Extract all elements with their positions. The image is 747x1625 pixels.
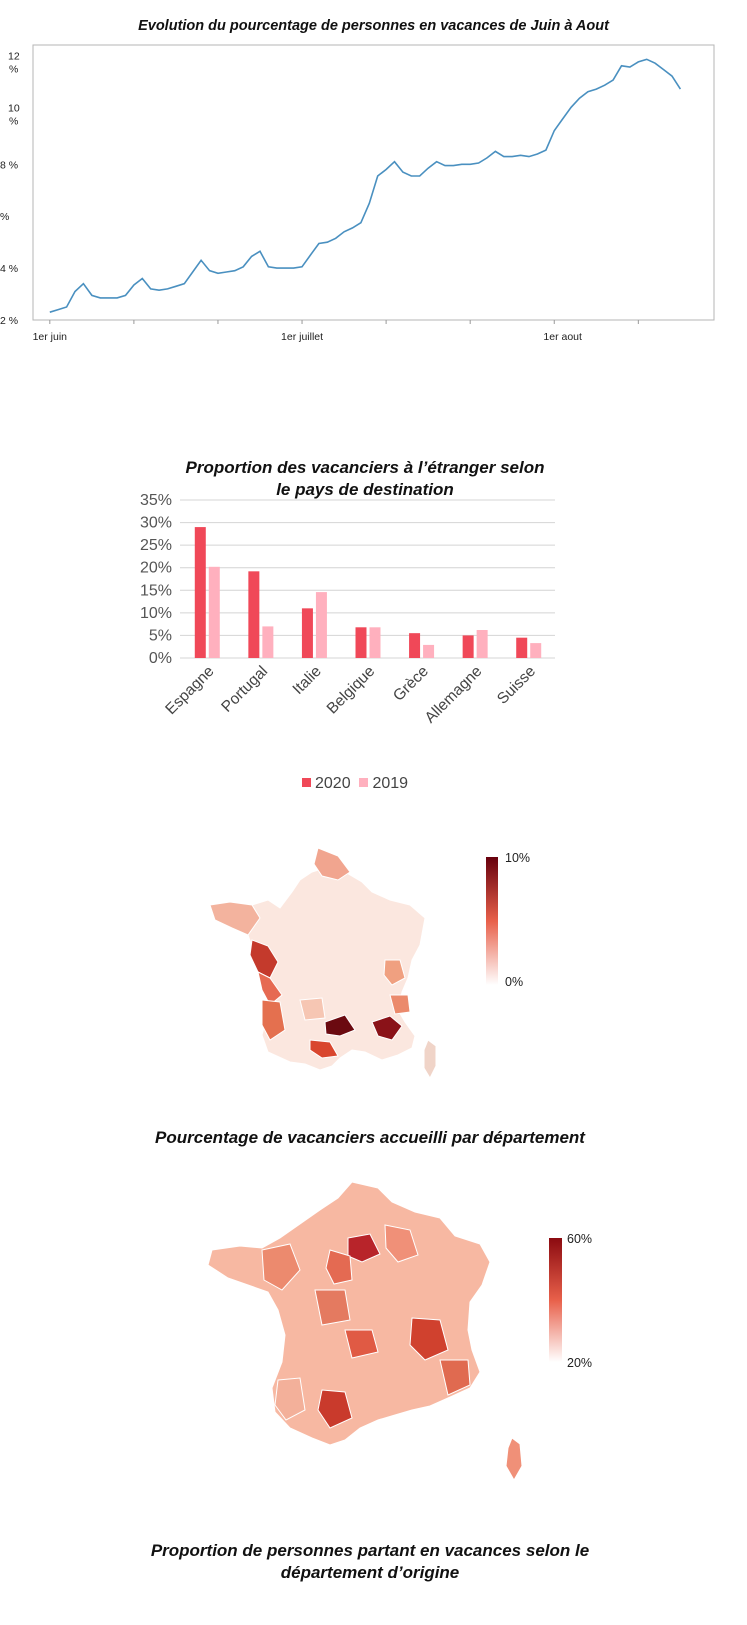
bar-y-tick-label: 35% bbox=[140, 492, 172, 509]
map1-scale-max: 10% bbox=[505, 851, 531, 865]
line-series bbox=[49, 58, 682, 313]
bar-chart-title: Proportion des vacanciers à l’étranger s… bbox=[185, 458, 545, 499]
france-outline-map1 bbox=[209, 867, 426, 1071]
region-se-map2 bbox=[439, 1359, 471, 1396]
bar-category-label: Grèce bbox=[390, 663, 432, 705]
bar-2019-grèce bbox=[423, 644, 435, 658]
region-pyrenees-map1 bbox=[309, 1039, 339, 1059]
x-tick-label: 1er aout bbox=[543, 331, 582, 343]
map2-scale-min: 20% bbox=[567, 1356, 593, 1370]
france-outline-map2 bbox=[207, 1181, 491, 1446]
map1-title: Pourcentage de vacanciers accueilli par … bbox=[155, 1128, 585, 1147]
region-idf-map2 bbox=[325, 1249, 353, 1285]
map2-title: Proportion de personnes partant en vacan… bbox=[150, 1541, 590, 1582]
region-north-map1 bbox=[313, 847, 351, 881]
bar-2020-portugal bbox=[248, 571, 260, 658]
region-paris-map2 bbox=[347, 1233, 381, 1263]
bar-category-label: Italie bbox=[290, 663, 325, 698]
bar-category-label: Suisse bbox=[494, 663, 539, 708]
bar-y-tick-label: 10% bbox=[140, 605, 172, 622]
y-tick-label: 8 % bbox=[0, 159, 18, 171]
bar-category-label: Belgique bbox=[324, 663, 379, 718]
bar-category-label: Portugal bbox=[218, 663, 271, 716]
bar-2019-portugal bbox=[262, 626, 274, 658]
legend-item-2020: 2020 bbox=[302, 775, 351, 792]
legend-label-2020: 2020 bbox=[315, 775, 351, 792]
y-tick-label: 10 bbox=[8, 102, 20, 114]
region-corsica-map1 bbox=[423, 1039, 437, 1080]
bar-chart: 0% 5% 10% 15% 20% 25% 30% 35% Espagne Portugal Ita… bbox=[140, 492, 555, 727]
y-tick-label: 2 % bbox=[0, 315, 18, 327]
bar-2019-belgique bbox=[369, 627, 381, 658]
bar-2019-espagne bbox=[208, 566, 220, 658]
bar-y-tick-label: 15% bbox=[140, 582, 172, 599]
legend-swatch-2019 bbox=[359, 778, 369, 787]
bar-category-label: Espagne bbox=[162, 663, 217, 718]
region-brittany-map1 bbox=[209, 901, 261, 936]
legend-label-2019: 2019 bbox=[372, 775, 409, 792]
bar-y-tick-label: 0% bbox=[149, 650, 172, 667]
region-loire-map2 bbox=[344, 1329, 379, 1359]
region-alps-map1 bbox=[383, 959, 406, 986]
region-rhone-map2 bbox=[409, 1317, 449, 1361]
y-tick-label: % bbox=[0, 211, 9, 223]
bar-2020-espagne bbox=[194, 527, 206, 658]
region-east-map2 bbox=[384, 1224, 419, 1263]
bar-category-label: Allemagne bbox=[422, 663, 486, 727]
bar-2019-suisse bbox=[530, 643, 542, 658]
line-chart: 12%10%8 %%4 %2 %1er juin 1er juillet 1er a… bbox=[0, 44, 715, 343]
region-atlantic-map1 bbox=[249, 939, 279, 979]
legend-swatch-2020 bbox=[302, 778, 311, 787]
y-tick-label: 4 % bbox=[0, 263, 18, 275]
line-chart-title: Evolution du pourcentage de personnes en… bbox=[138, 18, 609, 34]
region-alps2-map1 bbox=[389, 994, 411, 1015]
map2-scale-max: 60% bbox=[567, 1232, 593, 1246]
map-origin-departures bbox=[207, 1181, 523, 1482]
bar-y-tick-label: 5% bbox=[149, 627, 172, 644]
bar-2020-allemagne bbox=[462, 635, 474, 658]
x-tick-label: 1er juillet bbox=[281, 331, 323, 343]
map-received-vacationers bbox=[209, 847, 437, 1080]
bar-2019-allemagne bbox=[476, 630, 488, 658]
map1-color-scale bbox=[486, 857, 498, 985]
map2-color-scale bbox=[549, 1238, 562, 1362]
bar-2020-italie bbox=[301, 608, 313, 658]
region-south-map2 bbox=[317, 1389, 353, 1429]
region-center-map2 bbox=[314, 1289, 351, 1326]
bar-2020-belgique bbox=[355, 627, 367, 658]
x-tick-label: 1er juin bbox=[33, 331, 68, 343]
legend-item-2019: 2019 bbox=[359, 775, 408, 792]
region-charente-map1 bbox=[257, 971, 283, 1006]
bar-y-tick-label: 25% bbox=[140, 537, 172, 554]
bar-2020-suisse bbox=[516, 637, 528, 658]
y-tick-label: 12 bbox=[8, 51, 20, 63]
region-sw-map2 bbox=[274, 1377, 306, 1421]
region-var-map1 bbox=[371, 1015, 403, 1041]
bar-y-tick-label: 30% bbox=[140, 515, 172, 532]
region-landes-map1 bbox=[261, 999, 286, 1041]
region-nw-map2 bbox=[261, 1243, 301, 1291]
y-tick-label-unit: % bbox=[9, 115, 18, 127]
map1-scale-min: 0% bbox=[505, 975, 524, 989]
region-herault-map1 bbox=[324, 1014, 356, 1037]
y-tick-label-unit: % bbox=[9, 64, 18, 76]
bar-legend: 2020 2019 bbox=[302, 775, 408, 793]
line-plot-frame bbox=[32, 44, 715, 321]
bar-2020-grèce bbox=[409, 633, 421, 658]
region-corsica-map2 bbox=[505, 1437, 523, 1482]
bar-2019-italie bbox=[315, 592, 327, 658]
bar-y-tick-label: 20% bbox=[140, 560, 172, 577]
region-center-south-map1 bbox=[299, 997, 326, 1021]
